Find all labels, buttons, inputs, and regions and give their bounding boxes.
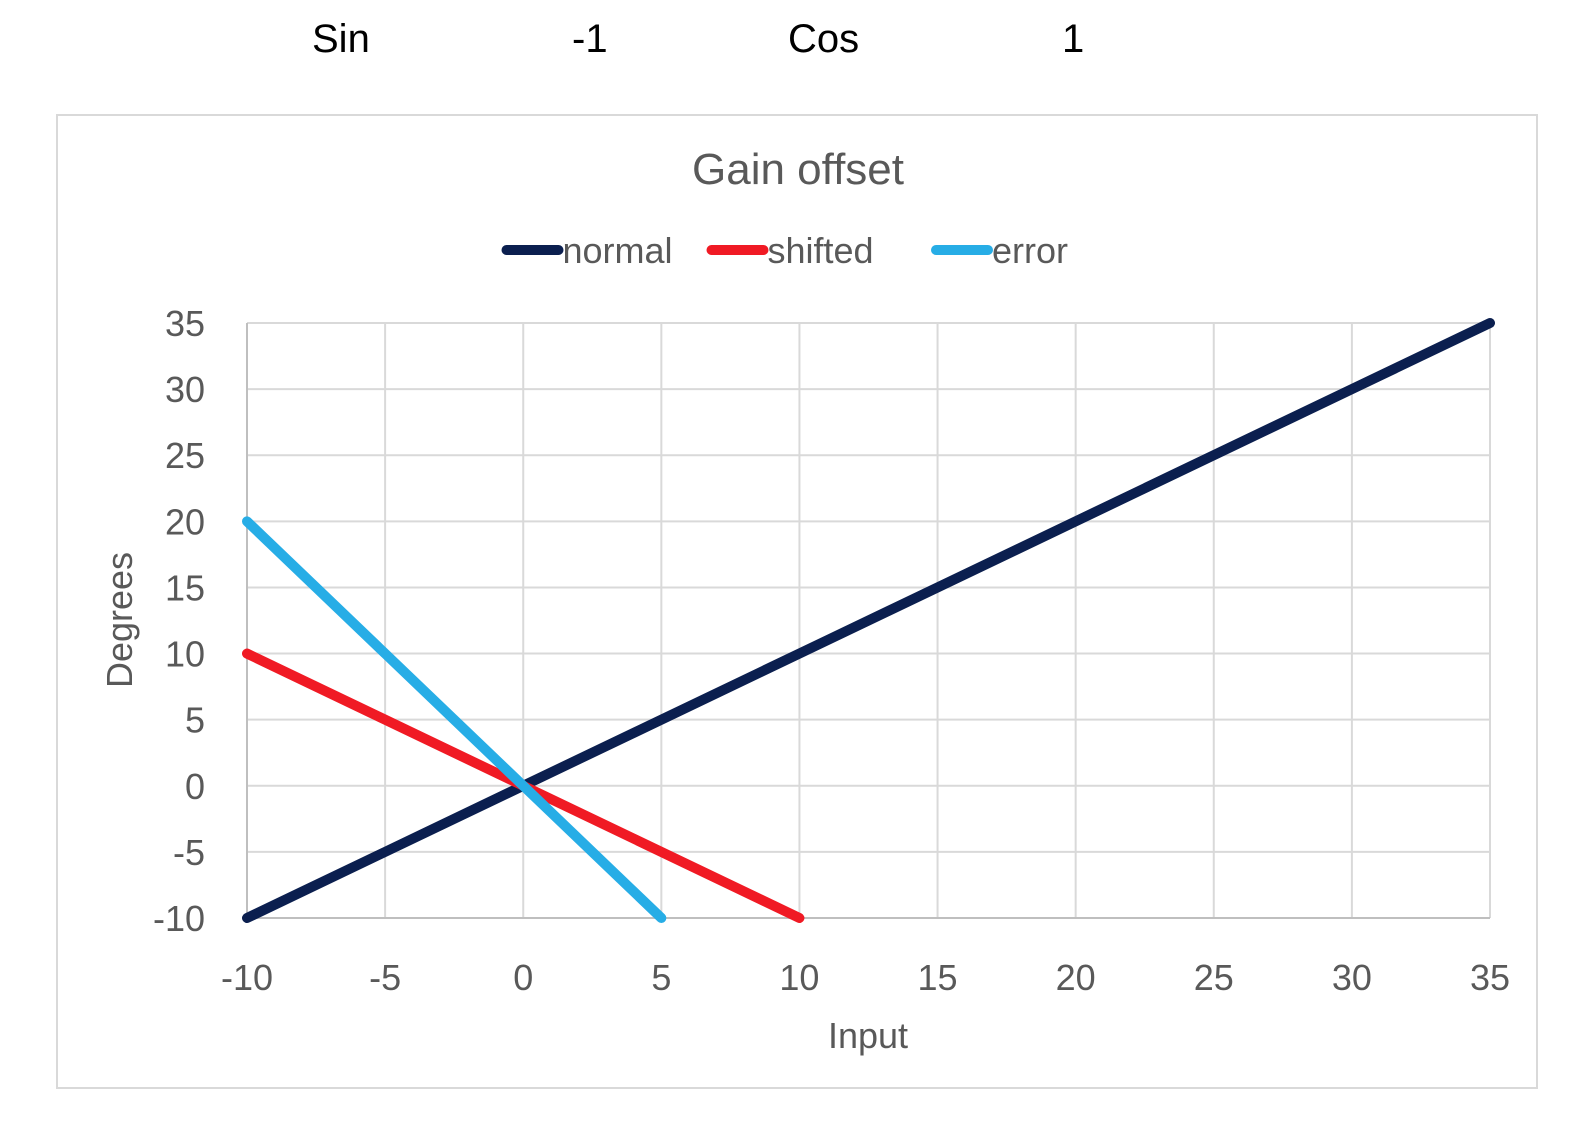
sin-label: Sin <box>312 17 370 61</box>
y-tick-label: 10 <box>165 634 205 675</box>
x-tick-label: 25 <box>1194 957 1234 998</box>
legend-item-shifted[interactable]: shifted <box>706 230 874 271</box>
cos-value: 1 <box>1062 17 1085 61</box>
legend-item-normal[interactable]: normal <box>501 230 673 271</box>
legend: normal shifted error <box>501 230 1068 271</box>
legend-label: error <box>992 230 1068 271</box>
y-tick-label: -10 <box>153 898 205 939</box>
x-tick-label: 5 <box>651 957 671 998</box>
y-tick-label: 0 <box>185 766 205 807</box>
legend-label: normal <box>563 230 673 271</box>
y-tick-label: -5 <box>173 832 205 873</box>
x-tick-label: 30 <box>1332 957 1372 998</box>
series-layer <box>242 318 1495 923</box>
chart-area[interactable]: Gain offset normal shifted error -10 -5 0 5 10… <box>56 114 1538 1089</box>
sin-value: -1 <box>572 17 608 61</box>
x-tick-label: 35 <box>1470 957 1510 998</box>
x-tick-label: 10 <box>779 957 819 998</box>
y-axis-ticks: -10 -5 0 5 10 15 20 25 30 35 <box>153 303 205 939</box>
y-tick-label: 5 <box>185 700 205 741</box>
legend-label: shifted <box>768 230 874 271</box>
series-line-error[interactable] <box>242 516 667 923</box>
x-axis-ticks: -10 -5 0 5 10 15 20 25 30 35 <box>221 957 1510 998</box>
y-tick-label: 15 <box>165 567 205 608</box>
x-tick-label: 20 <box>1056 957 1096 998</box>
plot-border <box>246 323 1490 919</box>
x-tick-label: 15 <box>918 957 958 998</box>
gain-offset-chart: Gain offset normal shifted error -10 -5 0 5 10… <box>99 145 1510 1056</box>
legend-item-error[interactable]: error <box>931 230 1068 271</box>
y-tick-label: 30 <box>165 369 205 410</box>
cos-label: Cos <box>788 17 860 61</box>
y-tick-label: 20 <box>165 501 205 542</box>
x-tick-label: 0 <box>513 957 533 998</box>
y-tick-label: 25 <box>165 435 205 476</box>
y-tick-label: 35 <box>165 303 205 344</box>
x-axis-title: Input <box>828 1015 908 1056</box>
series-line-normal[interactable] <box>242 318 1495 923</box>
x-tick-label: -5 <box>369 957 401 998</box>
y-axis-title: Degrees <box>99 552 140 688</box>
chart-title: Gain offset <box>692 145 904 194</box>
x-tick-label: -10 <box>221 957 273 998</box>
